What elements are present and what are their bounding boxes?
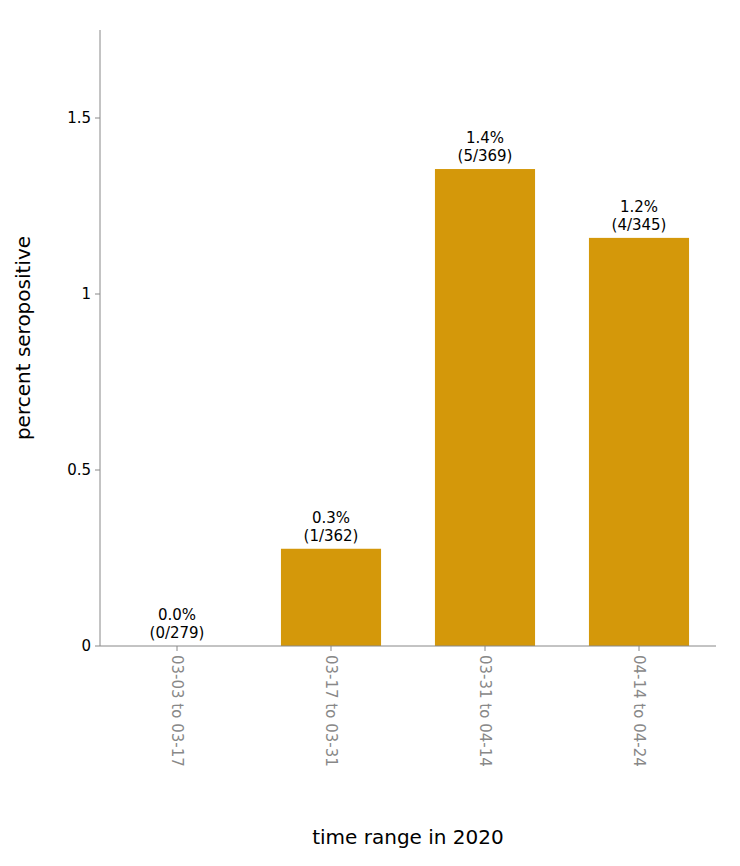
data-label: 0.3%(1/362) xyxy=(304,509,359,545)
chart-svg: 0.0%(0/279) 0.3%(1/362) 1.4%(5/369) 1.2%(4/… xyxy=(0,0,740,866)
x-tick-label: 04-14 to 04-24 xyxy=(630,655,648,767)
data-label: 0.0%(0/279) xyxy=(150,606,205,642)
data-label: 1.2%(4/345) xyxy=(612,198,667,234)
x-tick xyxy=(177,646,178,651)
y-tick-label: 0 xyxy=(81,637,91,655)
y-tick-label: 1.5 xyxy=(67,109,91,127)
bar xyxy=(589,238,689,646)
x-tick xyxy=(485,646,486,651)
y-tick xyxy=(95,294,100,295)
bars xyxy=(281,169,689,646)
x-tick-label: 03-03 to 03-17 xyxy=(168,655,186,767)
data-label: 1.4%(5/369) xyxy=(458,129,513,165)
x-tick xyxy=(331,646,332,651)
x-axis-label: time range in 2020 xyxy=(312,825,504,849)
x-tick xyxy=(639,646,640,651)
y-tick-label: 0.5 xyxy=(67,461,91,479)
x-axis-line xyxy=(100,646,716,647)
y-axis-line xyxy=(100,30,101,646)
y-tick xyxy=(95,118,100,119)
y-axis-label: percent seropositive xyxy=(11,236,35,440)
y-tick-label: 1 xyxy=(81,285,91,303)
bar xyxy=(435,169,535,646)
y-tick xyxy=(95,646,100,647)
y-tick xyxy=(95,470,100,471)
bar xyxy=(281,549,381,646)
x-tick-label: 03-31 to 04-14 xyxy=(476,655,494,767)
chart-container: 0.0%(0/279) 0.3%(1/362) 1.4%(5/369) 1.2%(4/… xyxy=(0,0,740,866)
x-tick-label: 03-17 to 03-31 xyxy=(322,655,340,767)
